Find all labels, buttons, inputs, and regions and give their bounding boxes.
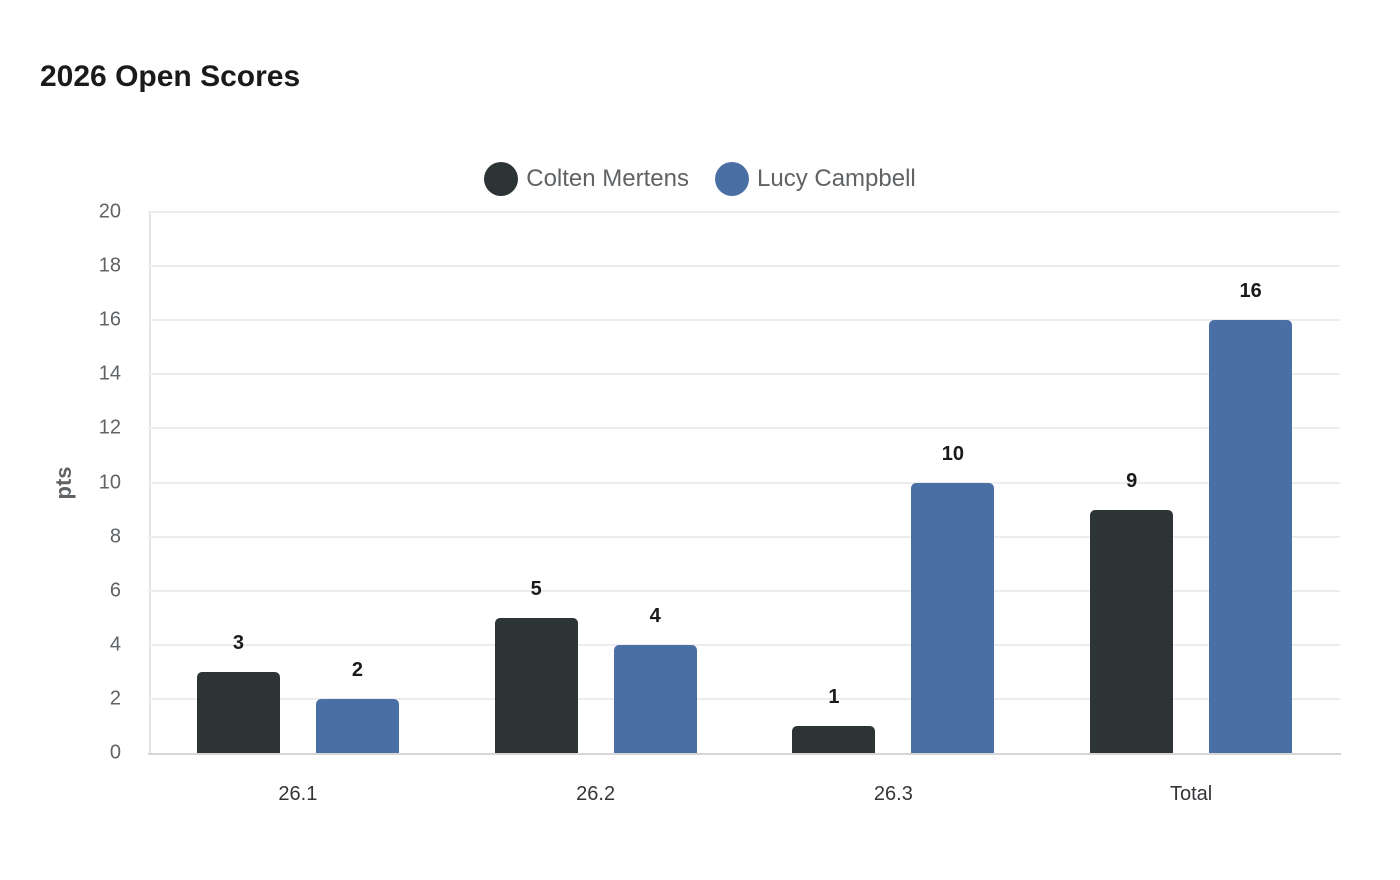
legend-swatch-icon [715,162,749,196]
bar-lucy-campbell-total[interactable] [1209,320,1293,753]
chart-title: 2026 Open Scores [40,60,301,93]
gridline [148,697,1340,700]
y-tick-label: 18 [98,254,121,277]
gridline [148,643,1340,646]
y-tick-label: 8 [109,525,121,548]
bar-colten-mertens-26-2[interactable] [494,617,578,753]
y-tick-label: 16 [98,308,121,331]
gridline [148,319,1340,322]
bar-lucy-campbell-26-1[interactable] [315,698,399,753]
gridline [148,589,1340,592]
y-tick-label: 12 [98,416,121,439]
x-axis-line [148,753,1341,755]
bar-lucy-campbell-26-2[interactable] [613,644,697,753]
gridline [148,427,1340,430]
gridline [148,211,1340,213]
y-tick-label: 0 [109,741,121,764]
y-tick-label: 2 [109,687,121,710]
legend-item-colten-mertens[interactable]: Colten Mertens [484,162,689,196]
bar-colten-mertens-26-1[interactable] [196,671,280,753]
y-tick-label: 20 [98,200,121,223]
gridline [148,535,1340,538]
gridline [148,373,1340,376]
y-tick-label: 10 [98,471,121,493]
x-tick-label: Total [1170,783,1213,805]
x-tick-label: 26.2 [576,783,616,805]
y-tick-label: 4 [109,633,121,656]
bar-value-label: 4 [649,604,661,627]
plot-area: 3 2 5 4 1 10 9 16 [148,211,1341,755]
bar-value-label: 16 [1239,280,1262,303]
bar-value-label: 2 [351,658,363,681]
bar-colten-mertens-total[interactable] [1090,509,1174,753]
gridline [148,481,1340,484]
legend-label: Lucy Campbell [757,165,916,192]
y-tick-label: 6 [109,579,121,602]
bar-lucy-campbell-26-3[interactable] [911,482,995,753]
gridline [148,265,1340,268]
legend-swatch-icon [484,162,519,196]
bar-value-label: 5 [530,577,542,600]
bar-value-label: 10 [941,442,964,465]
bar-colten-mertens-26-3[interactable] [792,725,876,753]
y-tick-label: 14 [98,362,121,385]
legend: Colten Mertens Lucy Campbell [0,162,1400,196]
x-tick-label: 26.1 [278,783,318,805]
bar-value-label: 9 [1126,469,1138,492]
legend-label: Colten Mertens [526,165,689,192]
y-axis-line [149,212,151,755]
bar-value-label: 1 [828,685,840,708]
legend-item-lucy-campbell[interactable]: Lucy Campbell [715,162,916,196]
x-tick-label: 26.3 [873,783,913,805]
bar-value-label: 3 [232,631,244,654]
